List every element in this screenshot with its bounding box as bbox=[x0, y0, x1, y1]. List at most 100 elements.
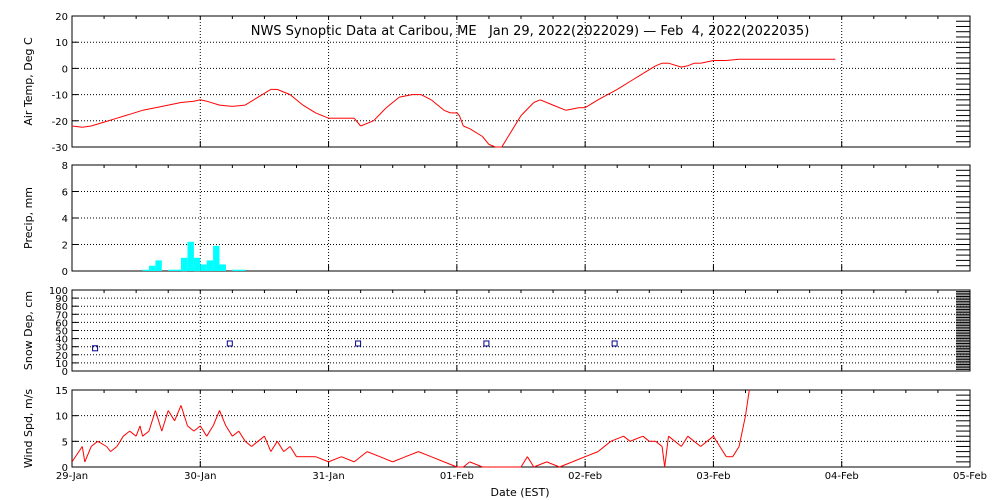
temperature-line-segment bbox=[289, 94, 304, 106]
wind-line-segment bbox=[180, 405, 188, 427]
y-tick-label: 8 bbox=[62, 161, 68, 172]
panel-2: 0 2 4 6 8 Precip, mm bbox=[22, 161, 971, 278]
temperature-line-segment bbox=[501, 136, 509, 148]
wind-line-segment bbox=[341, 456, 355, 463]
temperature-line-segment bbox=[200, 99, 207, 102]
temperature-line-segment bbox=[726, 58, 740, 61]
temperature-line-segment bbox=[373, 107, 387, 122]
wind-line-segment bbox=[238, 430, 246, 442]
temperature-line-segment bbox=[206, 100, 220, 106]
y-axis-label: Wind Spd, m/s bbox=[22, 389, 35, 469]
temperature-line-segment bbox=[507, 115, 522, 137]
y-tick-label: 5 bbox=[62, 437, 68, 448]
wind-line-segment bbox=[154, 410, 163, 432]
x-tick-label: 29-Jan bbox=[56, 471, 88, 482]
wind-line-segment bbox=[392, 456, 406, 463]
chart-title: NWS Synoptic Data at Caribou, ME Jan 29,… bbox=[251, 24, 810, 39]
wind-line-segment bbox=[174, 405, 182, 421]
wind-line-segment bbox=[629, 435, 644, 442]
y-tick-label: 50 bbox=[55, 327, 68, 338]
temperature-line-segment bbox=[129, 109, 143, 115]
panel-frame bbox=[71, 389, 971, 468]
wind-line-segment bbox=[469, 461, 483, 468]
temperature-line-segment bbox=[482, 136, 490, 145]
x-tick-label: 30-Jan bbox=[184, 471, 216, 482]
y-tick-label: -20 bbox=[52, 117, 68, 128]
wind-line-segment bbox=[81, 446, 86, 462]
y-tick-label: 0 bbox=[62, 267, 68, 278]
wind-line-segment bbox=[687, 435, 701, 447]
y-tick-label: 60 bbox=[55, 318, 68, 329]
wind-line-segment bbox=[289, 446, 297, 457]
wind-line-segment bbox=[526, 456, 535, 468]
wind-line-segment bbox=[244, 440, 252, 447]
snow-depth-point bbox=[92, 345, 99, 352]
wind-line-segment bbox=[642, 435, 650, 442]
wind-line-segment bbox=[315, 456, 329, 463]
wind-line-segment bbox=[700, 435, 714, 447]
wind-line-segment bbox=[122, 430, 131, 437]
x-tick-label: 04-Feb bbox=[825, 471, 859, 482]
wind-line-segment bbox=[584, 451, 599, 458]
wind-line-segment bbox=[719, 446, 727, 457]
snow-depth-point bbox=[226, 340, 233, 347]
temperature-line-segment bbox=[168, 102, 182, 106]
temperature-line-segment bbox=[399, 94, 413, 98]
temperature-line-segment bbox=[629, 73, 644, 82]
precip-bar bbox=[219, 264, 226, 271]
wind-line-segment bbox=[270, 441, 278, 452]
wind-line-segment bbox=[520, 456, 528, 468]
y-tick-label: 10 bbox=[55, 38, 68, 49]
temperature-line-segment bbox=[360, 120, 374, 127]
wind-line-segment bbox=[283, 446, 291, 452]
temperature-line-segment bbox=[687, 62, 695, 67]
wind-line-segment bbox=[712, 435, 721, 447]
y-tick-label: 10 bbox=[55, 359, 68, 370]
temperature-line-segment bbox=[277, 88, 291, 96]
wind-line-segment bbox=[738, 415, 746, 447]
wind-line-segment bbox=[148, 410, 156, 432]
temperature-line-segment bbox=[668, 62, 682, 68]
y-tick-label: -10 bbox=[52, 91, 68, 102]
temperature-line-segment bbox=[385, 96, 400, 109]
temperature-line-segment bbox=[458, 115, 464, 127]
precip-bar bbox=[142, 269, 149, 271]
temperature-line-segment bbox=[82, 125, 92, 128]
wind-line-segment bbox=[110, 446, 118, 452]
y-tick-label: 0 bbox=[62, 463, 68, 474]
temperature-line-segment bbox=[546, 102, 554, 106]
wind-line-segment bbox=[187, 425, 195, 432]
temperature-line-segment bbox=[71, 125, 83, 128]
temperature-line-segment bbox=[443, 109, 451, 114]
snow-depth-point bbox=[483, 340, 490, 347]
temperature-line-segment bbox=[681, 65, 688, 68]
wind-line-segment bbox=[232, 430, 240, 437]
temperature-line-segment bbox=[420, 94, 432, 101]
wind-line-segment bbox=[745, 389, 750, 416]
wind-line-segment bbox=[328, 456, 342, 463]
wind-line-segment bbox=[212, 410, 220, 427]
panel-1: -30 -20 -10 0 10 20 Air Temp, Deg C bbox=[22, 12, 971, 154]
temperature-line-segment bbox=[180, 100, 194, 103]
x-tick-label: 02-Feb bbox=[568, 471, 602, 482]
temperature-line-segment bbox=[469, 128, 483, 137]
wind-line-segment bbox=[559, 461, 573, 468]
y-tick-label: 15 bbox=[55, 386, 68, 397]
snow-depth-point bbox=[611, 340, 618, 347]
precip-bar bbox=[213, 245, 220, 271]
y-tick-label: 0 bbox=[62, 64, 68, 75]
y-tick-label: 10 bbox=[55, 412, 68, 423]
wind-line-segment bbox=[366, 451, 381, 458]
wind-line-segment bbox=[276, 441, 285, 452]
wind-line-segment bbox=[680, 435, 689, 447]
wind-line-segment bbox=[546, 461, 560, 468]
wind-line-segment bbox=[129, 430, 137, 437]
wind-line-segment bbox=[379, 456, 393, 463]
y-tick-label: 70 bbox=[55, 310, 68, 321]
precip-bar bbox=[149, 265, 156, 271]
wind-line-segment bbox=[135, 425, 141, 437]
y-axis-label: Snow Dep, cm bbox=[22, 291, 35, 370]
wind-line-segment bbox=[732, 446, 740, 457]
wind-line-segment bbox=[418, 451, 432, 458]
